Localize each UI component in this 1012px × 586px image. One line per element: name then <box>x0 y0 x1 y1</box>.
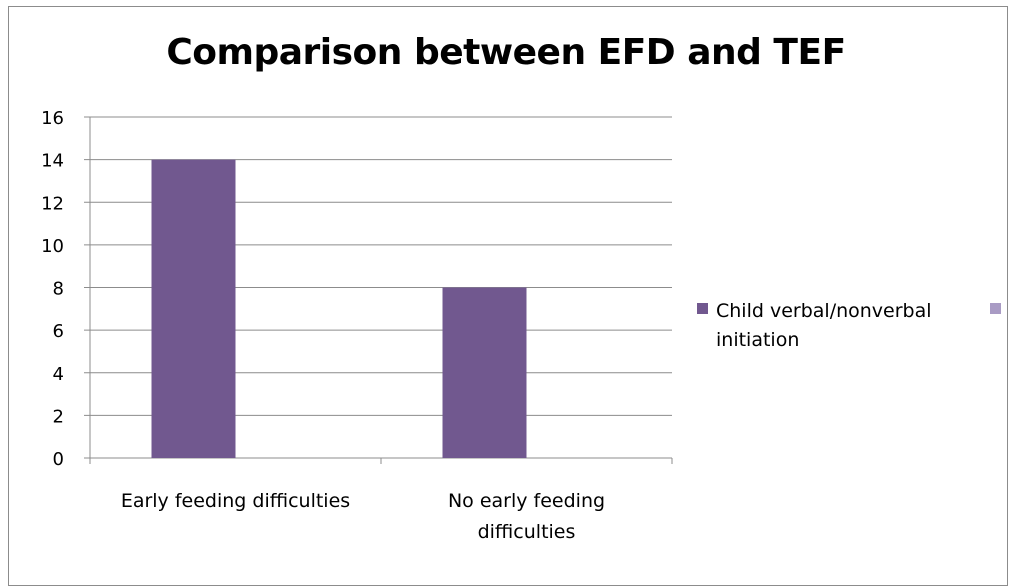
y-tick-label: 10 <box>41 236 64 257</box>
x-category-label: No early feeding difficulties <box>448 490 605 543</box>
y-tick-label: 0 <box>53 449 64 470</box>
bars <box>151 159 527 458</box>
y-tick-label: 6 <box>53 321 64 342</box>
legend: Child verbal/nonverbal initiation <box>697 300 1001 351</box>
bar-chart: 0 2 4 6 8 10 12 14 16 Early feeding difficulties… <box>41 108 1001 543</box>
y-tick-label: 4 <box>53 364 64 385</box>
bar-1-1 <box>151 159 236 458</box>
y-tick-label: 8 <box>53 279 64 300</box>
x-category-label: Early feeding difficulties <box>121 490 350 512</box>
legend-swatch <box>697 303 708 314</box>
y-tick-label: 12 <box>41 193 64 214</box>
x-axis-category-labels: Early feeding difficulties No early feedi… <box>121 490 605 543</box>
y-axis-tick-labels: 0 2 4 6 8 10 12 14 16 <box>41 108 64 470</box>
legend-label: Child verbal/nonverbal initiation <box>716 300 932 351</box>
y-tick-label: 14 <box>41 151 64 172</box>
legend-swatch <box>990 303 1001 314</box>
y-tick-label: 2 <box>53 406 64 427</box>
bar-1-2 <box>442 287 527 458</box>
chart-title: Comparison between EFD and TEF <box>166 32 846 73</box>
y-tick-label: 16 <box>41 108 64 129</box>
